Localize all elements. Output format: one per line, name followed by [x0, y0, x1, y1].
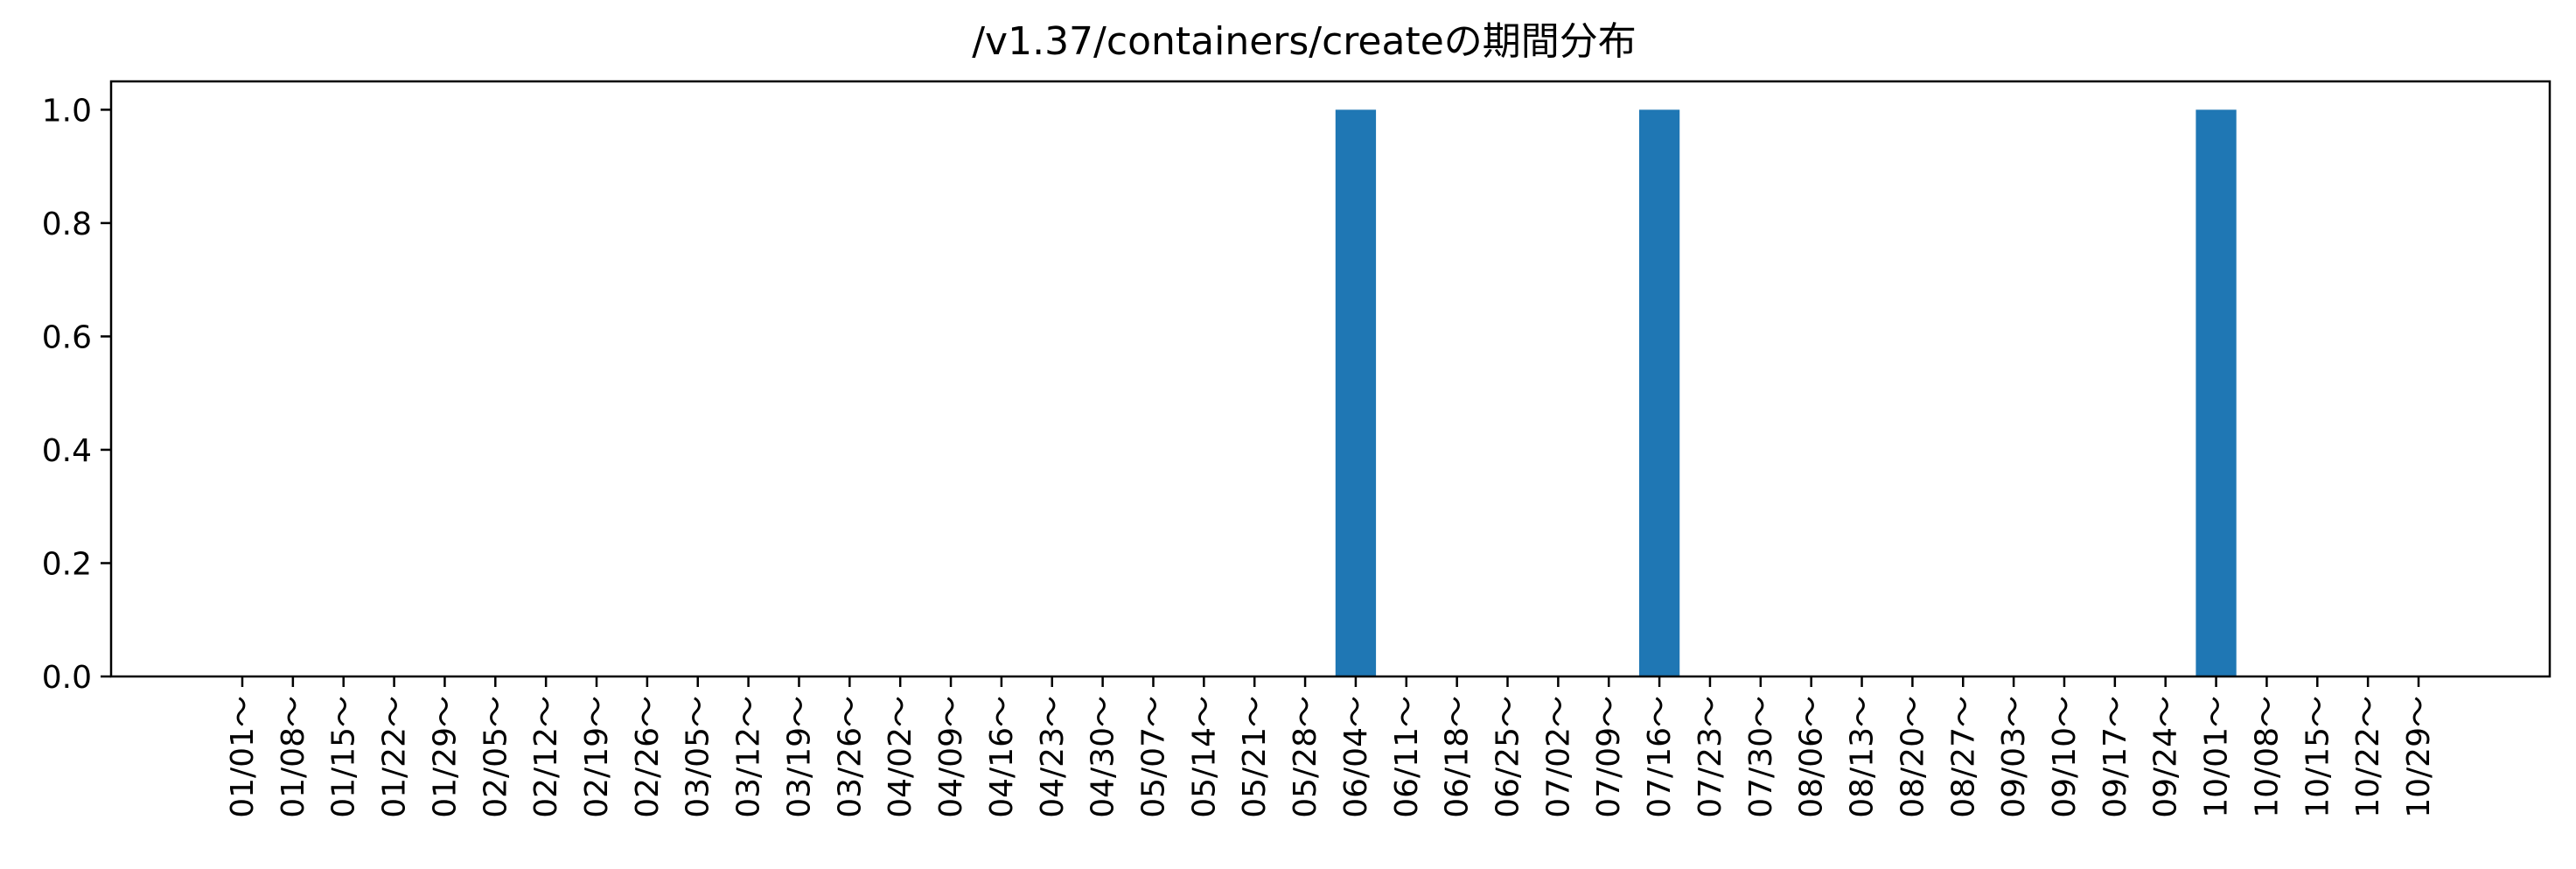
- x-tick-label: 06/25～: [1490, 696, 1526, 818]
- bar-10/01～: [2196, 109, 2237, 676]
- bar-06/04～: [1335, 109, 1377, 676]
- y-tick-label: 0.2: [42, 546, 92, 582]
- x-tick-label: 02/19～: [579, 696, 615, 818]
- x-tick-label: 04/30～: [1086, 696, 1121, 818]
- x-tick-label: 07/30～: [1743, 696, 1779, 818]
- x-tick-label: 03/05～: [681, 696, 716, 818]
- plot-frame: [109, 80, 2552, 678]
- x-tick-label: 06/18～: [1440, 696, 1476, 818]
- x-tick-label: 08/06～: [1794, 696, 1830, 818]
- x-tick-label: 07/02～: [1540, 696, 1576, 818]
- x-tick-label: 05/28～: [1288, 696, 1323, 818]
- x-tick-label: 06/04～: [1338, 696, 1374, 818]
- x-tick-label: 01/08～: [276, 696, 311, 818]
- x-tick-label: 10/15～: [2300, 696, 2335, 818]
- x-tick-label: 01/29～: [427, 696, 463, 818]
- y-tick-label: 0.0: [42, 660, 92, 696]
- x-tick-label: 03/26～: [832, 696, 868, 818]
- y-axis: 0.0 0.2 0.4 0.6 0.8 1.0: [42, 93, 111, 696]
- bars-layer: [1335, 109, 2237, 676]
- x-tick-label: 05/21～: [1237, 696, 1273, 818]
- x-tick-label: 02/05～: [478, 696, 513, 818]
- bar-07/16～: [1638, 109, 1680, 676]
- x-tick-label: 04/23～: [1035, 696, 1071, 818]
- x-tick-label: 02/12～: [528, 696, 564, 818]
- x-tick-label: 07/23～: [1693, 696, 1728, 818]
- y-tick-label: 1.0: [42, 93, 92, 129]
- y-tick-label: 0.8: [42, 207, 92, 242]
- x-tick-label: 07/16～: [1642, 696, 1678, 818]
- x-tick-label: 03/19～: [781, 696, 817, 818]
- chart-title: /v1.37/containers/createの期間分布: [972, 19, 1637, 64]
- x-tick-label: 08/13～: [1845, 696, 1881, 818]
- x-tick-label: 01/15～: [326, 696, 362, 818]
- x-tick-label: 01/22～: [377, 696, 413, 818]
- x-axis: 01/01～ 01/08～ 01/15～ 01/22～ 01/29～ 02/05～ 02/1…: [225, 676, 2437, 818]
- x-tick-label: 04/09～: [933, 696, 969, 818]
- x-tick-label: 09/24～: [2148, 696, 2184, 818]
- x-tick-label: 04/02～: [883, 696, 918, 818]
- x-tick-label: 06/11～: [1389, 696, 1425, 818]
- x-tick-label: 10/01～: [2199, 696, 2235, 818]
- x-tick-label: 10/29～: [2401, 696, 2437, 818]
- x-tick-label: 09/17～: [2098, 696, 2133, 818]
- x-tick-label: 09/03～: [1996, 696, 2032, 818]
- x-tick-label: 09/10～: [2047, 696, 2083, 818]
- x-tick-label: 10/08～: [2249, 696, 2285, 818]
- x-tick-label: 01/01～: [225, 696, 261, 818]
- x-tick-label: 05/07～: [1135, 696, 1171, 818]
- x-tick-label: 08/20～: [1895, 696, 1930, 818]
- x-tick-label: 08/27～: [1945, 696, 1981, 818]
- x-tick-label: 05/14～: [1186, 696, 1222, 818]
- x-tick-label: 04/16～: [984, 696, 1020, 818]
- y-tick-label: 0.6: [42, 319, 92, 355]
- x-tick-label: 02/26～: [630, 696, 666, 818]
- x-tick-label: 07/09～: [1591, 696, 1627, 818]
- x-tick-label: 10/22～: [2350, 696, 2386, 818]
- y-tick-label: 0.4: [42, 433, 92, 469]
- x-tick-label: 03/12～: [731, 696, 767, 818]
